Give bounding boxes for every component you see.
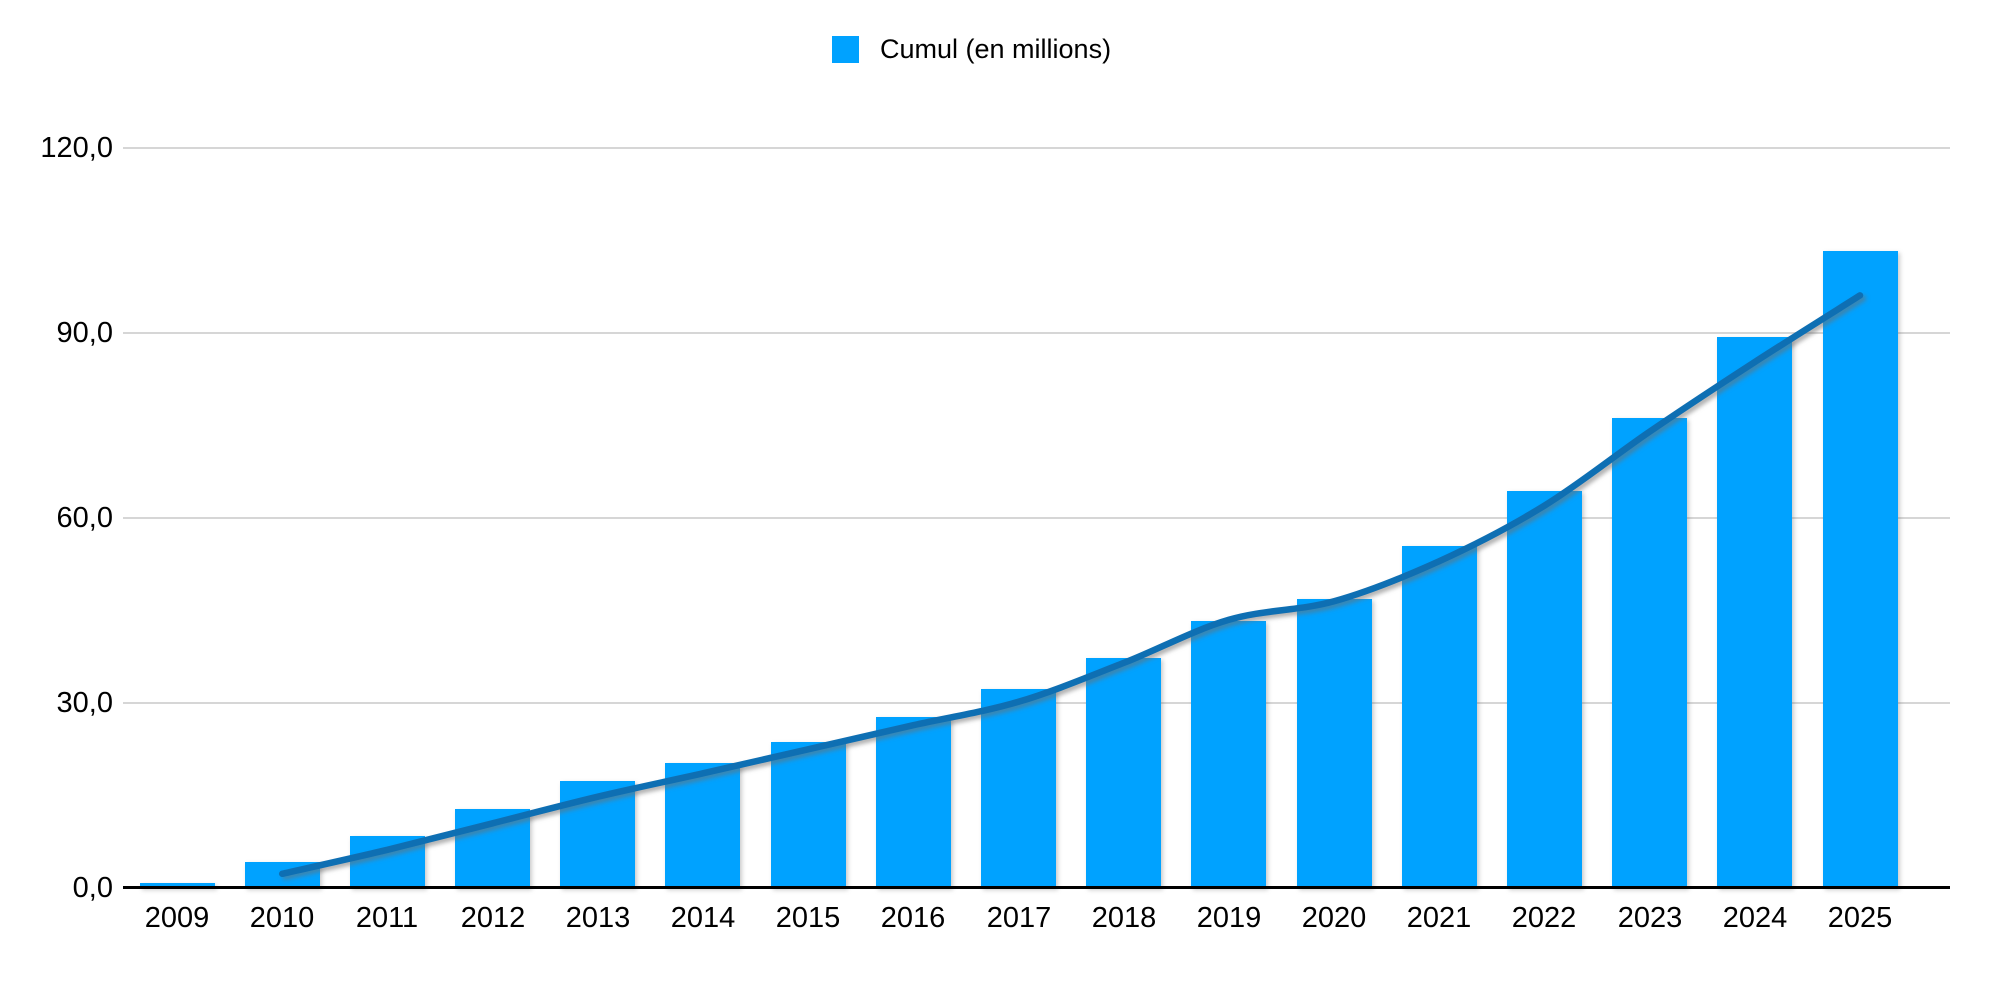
y-axis-tick-label: 120,0 bbox=[40, 132, 113, 164]
x-axis-tick-label-2021: 2021 bbox=[1406, 902, 1472, 934]
x-axis-tick-label-2013: 2013 bbox=[565, 902, 631, 934]
bar-2010 bbox=[244, 862, 320, 888]
gridline-120 bbox=[123, 147, 1950, 149]
x-axis-tick-label-2014: 2014 bbox=[670, 902, 736, 934]
bar-2017 bbox=[981, 688, 1056, 888]
x-axis-tick-label-2018: 2018 bbox=[1091, 902, 1157, 934]
x-axis-tick-label-2016: 2016 bbox=[880, 902, 946, 934]
x-axis-line bbox=[123, 886, 1950, 889]
x-axis-tick-label-2024: 2024 bbox=[1722, 902, 1788, 934]
x-axis-tick-label-2023: 2023 bbox=[1617, 902, 1683, 934]
bar-2018 bbox=[1086, 658, 1162, 888]
legend-swatch-icon bbox=[832, 36, 859, 63]
y-axis-tick-label: 0,0 bbox=[72, 872, 113, 904]
bar-2013 bbox=[560, 781, 636, 888]
legend-label: Cumul (en millions) bbox=[880, 34, 1112, 64]
y-axis-tick-label: 90,0 bbox=[56, 317, 113, 349]
x-axis-tick-label-2010: 2010 bbox=[249, 902, 315, 934]
bar-2014 bbox=[665, 762, 741, 888]
x-axis-tick-label-2020: 2020 bbox=[1301, 902, 1367, 934]
bar-2019 bbox=[1191, 621, 1267, 888]
x-axis-tick-label-2022: 2022 bbox=[1511, 902, 1577, 934]
legend: Cumul (en millions) bbox=[832, 36, 1111, 63]
x-axis-tick-label-2015: 2015 bbox=[775, 902, 841, 934]
bar-2012 bbox=[455, 809, 531, 888]
x-axis-tick-label-2025: 2025 bbox=[1827, 902, 1893, 934]
gridline-90 bbox=[123, 332, 1950, 334]
bar-2021 bbox=[1401, 545, 1477, 889]
bar-2024 bbox=[1717, 336, 1793, 888]
bar-2011 bbox=[349, 836, 425, 888]
x-axis-tick-label-2012: 2012 bbox=[460, 902, 526, 934]
x-axis-tick-label-2019: 2019 bbox=[1196, 902, 1262, 934]
bar-2025 bbox=[1822, 251, 1898, 888]
x-axis-tick-label-2009: 2009 bbox=[144, 902, 210, 934]
y-axis-tick-label: 30,0 bbox=[56, 687, 113, 719]
x-axis-tick-label-2011: 2011 bbox=[355, 902, 419, 934]
x-axis-tick-label-2017: 2017 bbox=[986, 902, 1052, 934]
bar-2016 bbox=[875, 717, 951, 888]
bar-2022 bbox=[1506, 490, 1582, 888]
y-axis-tick-label: 60,0 bbox=[56, 502, 113, 534]
bar-2020 bbox=[1296, 598, 1372, 888]
bar-2023 bbox=[1612, 418, 1688, 888]
bar-2009 bbox=[139, 882, 215, 889]
bar-2015 bbox=[770, 741, 846, 889]
